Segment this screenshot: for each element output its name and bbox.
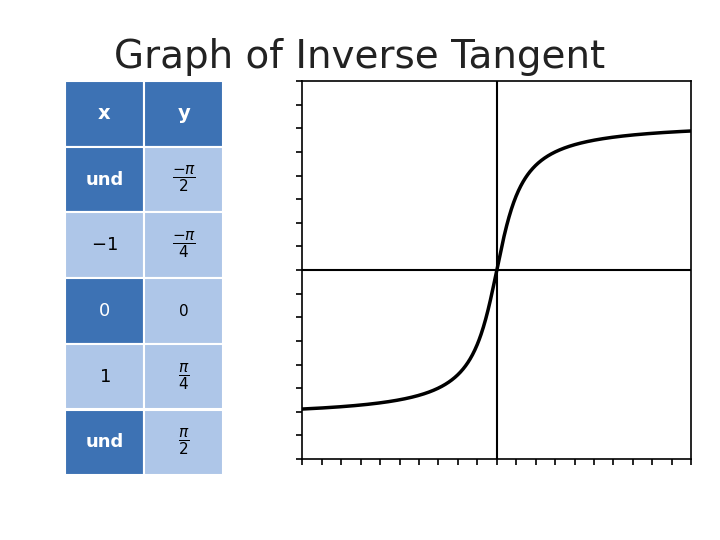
- FancyBboxPatch shape: [144, 344, 223, 409]
- Text: $0$: $0$: [179, 303, 189, 319]
- FancyBboxPatch shape: [144, 278, 223, 344]
- Text: x: x: [98, 104, 111, 123]
- FancyBboxPatch shape: [144, 409, 223, 475]
- FancyBboxPatch shape: [65, 212, 144, 278]
- Text: $1$: $1$: [99, 368, 110, 386]
- Text: und: und: [85, 433, 124, 451]
- Text: $\dfrac{-\pi}{4}$: $\dfrac{-\pi}{4}$: [171, 231, 196, 260]
- Text: Graph of Inverse Tangent: Graph of Inverse Tangent: [114, 38, 606, 76]
- FancyBboxPatch shape: [65, 344, 144, 409]
- Text: $0$: $0$: [99, 302, 110, 320]
- FancyBboxPatch shape: [65, 409, 144, 475]
- FancyBboxPatch shape: [144, 81, 223, 147]
- Text: y: y: [177, 104, 190, 123]
- FancyBboxPatch shape: [144, 147, 223, 212]
- Text: $-1$: $-1$: [91, 237, 118, 254]
- FancyBboxPatch shape: [144, 212, 223, 278]
- FancyBboxPatch shape: [65, 81, 144, 147]
- Text: und: und: [85, 171, 124, 188]
- Text: $\dfrac{-\pi}{2}$: $\dfrac{-\pi}{2}$: [171, 165, 196, 194]
- FancyBboxPatch shape: [65, 147, 144, 212]
- Text: $\dfrac{\pi}{2}$: $\dfrac{\pi}{2}$: [178, 428, 189, 457]
- Text: $\dfrac{\pi}{4}$: $\dfrac{\pi}{4}$: [178, 362, 189, 392]
- FancyBboxPatch shape: [65, 278, 144, 344]
